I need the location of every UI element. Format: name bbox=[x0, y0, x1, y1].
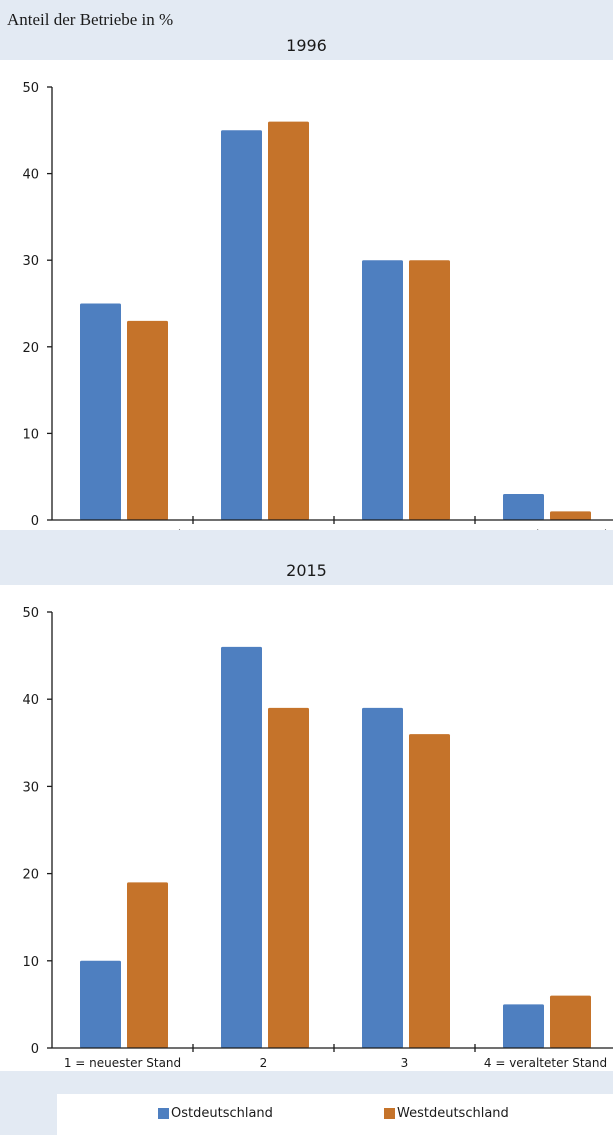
chart-1996-y-tick-label: 40 bbox=[22, 168, 39, 183]
chart-1996-y-tick-label: 50 bbox=[22, 81, 39, 96]
chart-1996-y-tick-label: 30 bbox=[22, 254, 39, 269]
chart-1996-x-label-4: 4 = veralteter Stand bbox=[484, 528, 607, 530]
legend-label-ost: Ostdeutschland bbox=[171, 1106, 273, 1121]
chart-2015-x-label-3: 3 bbox=[401, 1056, 409, 1070]
chart-1996-bar-west-4 bbox=[550, 511, 591, 520]
chart-2015-bar-ost-4 bbox=[503, 1004, 544, 1048]
chart-1996-bar-ost-4 bbox=[503, 494, 544, 520]
chart-2015-bar-west-1 bbox=[127, 882, 168, 1048]
chart-2015-bar-west-2 bbox=[268, 707, 309, 1048]
y-axis-title: Anteil der Betriebe in % bbox=[7, 10, 174, 29]
chart-2015-y-tick-label: 30 bbox=[22, 780, 39, 795]
chart-2015-bar-west-4 bbox=[550, 995, 591, 1048]
legend-item-west: Westdeutschland bbox=[384, 1106, 509, 1121]
chart-1996-x-label-1: 1 = neuester Stand bbox=[64, 528, 181, 530]
chart-1996-area: 0 10 20 30 40 50 1 = neuester Stand 2 3 4 = veral… bbox=[0, 60, 613, 542]
chart-1996-y-tick-label: 10 bbox=[22, 427, 39, 442]
legend-label-west: Westdeutschland bbox=[397, 1106, 509, 1121]
chart-2015-y-tick-label: 40 bbox=[22, 693, 39, 708]
chart-1996-bar-west-3 bbox=[409, 260, 450, 520]
chart-2015-bar-ost-2 bbox=[221, 646, 262, 1048]
chart-1996-bar-ost-1 bbox=[80, 303, 121, 520]
chart-1996-x-label-2: 2 bbox=[260, 528, 268, 530]
chart-2015-bar-ost-3 bbox=[362, 707, 403, 1048]
chart-1996-bar-ost-2 bbox=[221, 130, 262, 521]
chart-1996-y-tick-label: 0 bbox=[31, 514, 39, 529]
chart-2015-area: 0 10 20 30 40 50 1 = neuester Stand 2 3 4 = veral… bbox=[0, 585, 613, 1071]
chart-2015-y-tick-label: 10 bbox=[22, 955, 39, 970]
legend-swatch-west bbox=[384, 1108, 395, 1119]
legend-swatch-ost bbox=[158, 1108, 169, 1119]
chart-2015-x-label-1: 1 = neuester Stand bbox=[64, 1056, 181, 1070]
chart-2015-y-tick-label: 20 bbox=[22, 868, 39, 883]
chart-2015-x-label-2: 2 bbox=[260, 1056, 268, 1070]
chart-2015-y-tick-label: 0 bbox=[31, 1042, 39, 1057]
chart-2015-y-tick-label: 50 bbox=[22, 606, 39, 621]
chart-1996: 0 10 20 30 40 50 1 = neuester Stand 2 3 4 = veral… bbox=[22, 81, 613, 542]
chart-title-2015: 2015 bbox=[286, 561, 327, 580]
legend-item-ost: Ostdeutschland bbox=[158, 1106, 273, 1121]
chart-2015: 0 10 20 30 40 50 1 = neuester Stand 2 3 4 = veral… bbox=[22, 606, 613, 1070]
legend: Ostdeutschland Westdeutschland bbox=[57, 1094, 613, 1135]
chart-1996-y-tick-label: 20 bbox=[22, 341, 39, 356]
chart-1996-bar-ost-3 bbox=[362, 260, 403, 520]
chart-1996-bar-west-2 bbox=[268, 121, 309, 520]
chart-1996-x-label-3: 3 bbox=[401, 528, 409, 530]
chart-2015-x-label-4: 4 = veralteter Stand bbox=[484, 1056, 607, 1070]
chart-2015-bar-west-3 bbox=[409, 734, 450, 1048]
chart-2015-bar-ost-1 bbox=[80, 960, 121, 1048]
chart-1996-bar-west-1 bbox=[127, 320, 168, 520]
chart-title-1996: 1996 bbox=[286, 36, 327, 55]
